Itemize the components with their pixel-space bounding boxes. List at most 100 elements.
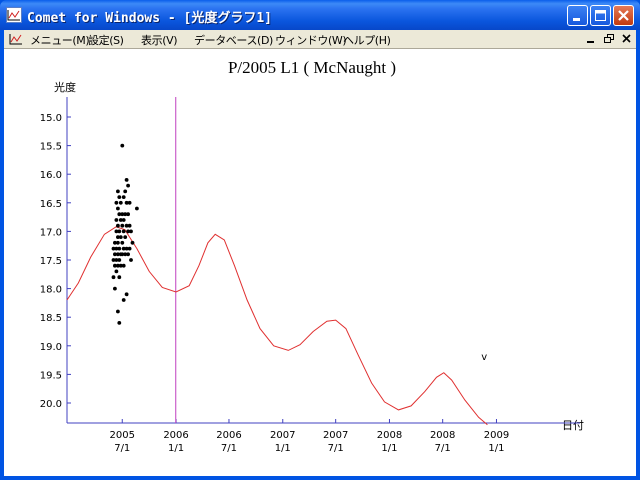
observation-point	[117, 195, 122, 200]
child-window-icon[interactable]	[8, 31, 24, 47]
observation-point	[127, 246, 132, 251]
observation-point	[130, 240, 135, 245]
x-tick-year: 2009	[484, 430, 509, 441]
observation-point	[113, 252, 117, 257]
observation-point	[116, 235, 120, 240]
observation-point	[116, 206, 120, 211]
observation-point	[116, 252, 120, 257]
observation-point	[116, 309, 120, 314]
observation-point	[126, 229, 130, 234]
predicted-magnitude-curve	[66, 226, 488, 426]
observation-point	[126, 252, 130, 257]
observation-point	[114, 200, 119, 205]
app-icon[interactable]	[6, 7, 22, 23]
observation-point	[126, 183, 130, 188]
observation-point	[116, 263, 120, 268]
child-restore-icon[interactable]	[602, 32, 616, 46]
x-tick-date: 7/1	[221, 443, 237, 454]
y-tick-label: 15.0	[40, 113, 62, 124]
menu-item-settings[interactable]: 設定(S)	[88, 34, 124, 47]
observation-point	[114, 246, 119, 251]
observation-point	[118, 218, 123, 222]
child-close-icon[interactable]	[620, 32, 634, 46]
observation-point	[120, 240, 125, 245]
observation-point	[126, 212, 130, 217]
title-bar[interactable]: Comet for Windows - [光度グラフ1]	[0, 0, 640, 30]
series: v	[66, 97, 488, 426]
observation-point	[129, 229, 133, 234]
observation-point	[123, 252, 128, 257]
observation-point	[123, 189, 128, 194]
x-tick-year: 2006	[216, 430, 241, 441]
y-tick-label: 16.0	[40, 170, 62, 181]
x-tick-date: 7/1	[435, 443, 451, 454]
observation-point	[120, 212, 125, 217]
observation-point	[124, 223, 129, 228]
chart-title: P/2005 L1 ( McNaught )	[228, 58, 396, 77]
observation-point	[123, 212, 128, 217]
observation-point	[114, 269, 119, 274]
maximize-icon	[595, 10, 606, 21]
observation-point	[124, 292, 129, 297]
close-button[interactable]	[613, 5, 634, 26]
minimize-button[interactable]	[567, 5, 588, 26]
observation-point	[118, 263, 123, 268]
observation-point	[120, 143, 125, 148]
observation-point	[117, 258, 122, 262]
observation-point	[116, 189, 120, 194]
y-tick-label: 19.0	[40, 342, 62, 353]
observation-point	[111, 258, 116, 262]
observation-point	[124, 246, 129, 251]
observation-point	[114, 229, 119, 234]
observation-point	[114, 258, 119, 262]
observation-point	[120, 223, 125, 228]
child-minimize-icon[interactable]	[584, 32, 598, 46]
axes	[66, 97, 580, 424]
window-title: Comet for Windows - [光度グラフ1]	[27, 11, 273, 26]
observation-point	[117, 229, 122, 234]
magnitude-chart: P/2005 L1 ( McNaught ) 光度 日付 15.0 15.5 16.…	[40, 58, 584, 454]
observation-point	[121, 218, 126, 222]
x-tick-year: 2005	[110, 430, 135, 441]
observation-point	[121, 229, 126, 234]
x-axis-label: 日付	[562, 419, 584, 432]
observation-point	[129, 258, 133, 262]
x-tick-date: 7/1	[328, 443, 344, 454]
x-tick-date: 1/1	[168, 443, 184, 454]
observation-point	[116, 223, 120, 228]
observation-point	[111, 275, 116, 280]
observation-point	[111, 246, 116, 251]
observation-point	[121, 298, 126, 302]
y-axis-label: 光度	[54, 80, 76, 94]
x-tick-year: 2007	[270, 430, 295, 441]
menu-item-window[interactable]: ウィンドウ(W)	[275, 34, 347, 47]
y-tick-label: 17.0	[40, 227, 62, 238]
menu-item-database[interactable]: データベース(D)	[194, 34, 273, 47]
menu-item-help[interactable]: ヘルプ(H)	[343, 34, 391, 47]
observation-point	[114, 218, 119, 222]
window-frame-bottom	[0, 476, 640, 480]
x-tick-date: 1/1	[381, 443, 397, 454]
ticks: 15.0 15.5 16.0 16.5 17.0 17.5 18.0 18.5 19.0 19.5…	[40, 113, 509, 454]
menu-item-menu[interactable]: メニュー(M)	[30, 34, 90, 47]
observation-point	[113, 286, 117, 291]
x-tick-year: 2008	[377, 430, 402, 441]
menu-item-view[interactable]: 表示(V)	[141, 34, 178, 47]
y-tick-label: 18.0	[40, 285, 62, 296]
maximize-button[interactable]	[590, 5, 611, 26]
observation-point	[113, 240, 117, 245]
observation-point	[121, 246, 126, 251]
observation-point	[117, 321, 122, 325]
y-tick-label: 19.5	[40, 370, 62, 381]
observation-point	[123, 235, 128, 240]
y-tick-label: 17.5	[40, 256, 62, 267]
minimize-icon	[573, 18, 580, 21]
observation-point	[120, 252, 125, 257]
observation-point	[118, 200, 123, 205]
observation-point	[121, 263, 126, 268]
y-tick-label: 18.5	[40, 313, 62, 324]
observation-point	[116, 240, 120, 245]
x-tick-year: 2006	[163, 430, 188, 441]
y-tick-label: 16.5	[40, 199, 62, 210]
